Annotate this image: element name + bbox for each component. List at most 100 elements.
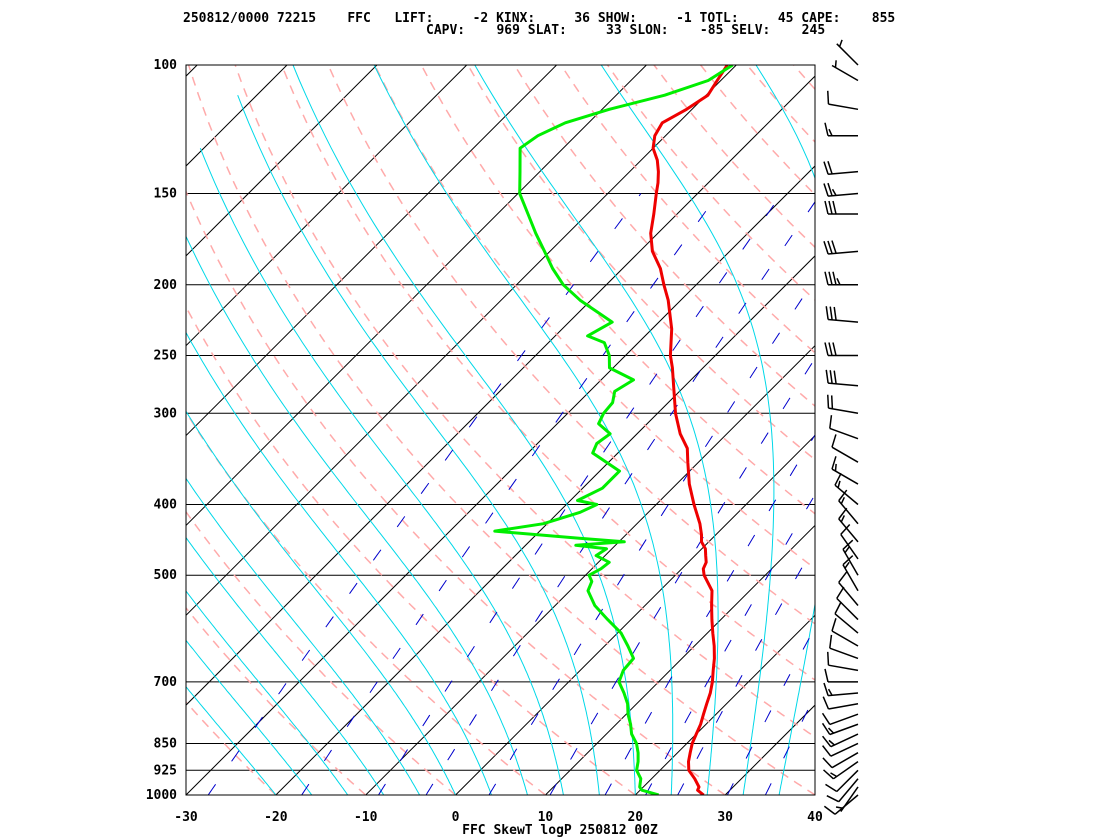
barb-shaft — [840, 533, 859, 560]
barb-shaft — [842, 548, 859, 576]
temperature-tick-label: 40 — [807, 810, 823, 825]
barb-feather — [833, 306, 837, 321]
barb-feather — [838, 507, 848, 520]
wind-barb — [829, 415, 859, 440]
temperature-axis: -30 -20 -10 0 10 20 30 40 — [174, 810, 823, 825]
dry-adiabat — [653, 65, 815, 249]
barb-shaft — [828, 407, 859, 415]
wind-barb — [827, 394, 859, 415]
barb-feather — [825, 306, 829, 320]
dry-adiabat — [420, 65, 815, 515]
isotherm-line — [365, 345, 815, 795]
barb-shaft — [828, 664, 859, 672]
barb-feather — [831, 456, 837, 470]
barb-feather — [832, 200, 837, 215]
barb-shaft — [828, 250, 859, 255]
barb-shaft — [838, 582, 859, 606]
dry-adiabat — [186, 606, 367, 795]
barb-shaft — [830, 733, 859, 748]
wind-barb — [836, 39, 859, 66]
wind-barb — [831, 434, 859, 463]
barb-feather — [828, 342, 833, 356]
barb-feather — [823, 805, 836, 815]
barb-feather — [828, 200, 833, 215]
barb-feather — [834, 463, 837, 472]
barb-shaft — [831, 468, 859, 485]
isotherm-line — [545, 524, 815, 795]
dry-adiabat — [186, 410, 546, 795]
moist-adiabat — [851, 65, 1033, 795]
dry-adiabat — [187, 65, 815, 795]
moist-adiabat — [186, 590, 349, 795]
wind-barb — [821, 712, 859, 726]
header-line-1: 250812/0000 72215 FFC LIFT: -2 KINX: 36 … — [183, 11, 895, 26]
barb-feather — [821, 712, 831, 725]
barb-feather — [827, 394, 830, 409]
mixing-ratio-line — [207, 193, 642, 795]
mixing-ratio-line — [378, 193, 783, 795]
barb-feather — [823, 769, 834, 780]
plot-frame — [185, 64, 816, 796]
barb-feather — [827, 727, 835, 734]
isotherm-line — [186, 65, 288, 167]
barb-shaft — [840, 786, 859, 812]
barb-feather — [823, 183, 829, 197]
isotherm-line — [634, 614, 815, 795]
temperature-tick-label: 30 — [717, 810, 733, 825]
barb-feather — [832, 342, 837, 356]
barb-shaft — [836, 769, 859, 793]
wind-barb — [825, 769, 859, 793]
barb-feather — [822, 757, 833, 769]
moist-adiabat — [186, 536, 385, 795]
barb-feather — [829, 634, 833, 649]
barb-feather — [824, 668, 829, 683]
wind-barb — [834, 472, 859, 506]
dry-adiabat — [327, 65, 815, 625]
isotherm-line — [186, 75, 815, 706]
wind-barb — [824, 122, 858, 137]
wind-barb — [835, 786, 859, 812]
dry-adiabat — [700, 65, 815, 196]
wind-barb — [824, 342, 858, 357]
barb-feather — [827, 688, 833, 696]
barb-feather — [842, 555, 854, 566]
barb-feather — [840, 515, 846, 523]
pressure-tick-label: 1000 — [146, 788, 177, 803]
wind-barb — [822, 696, 859, 710]
barb-feather — [829, 306, 833, 320]
barb-shaft — [829, 427, 859, 440]
pressure-tick-label: 300 — [154, 406, 178, 421]
mixing-ratio-line — [301, 193, 719, 795]
mixing-ratio-line — [425, 201, 815, 795]
dry-adiabat — [234, 65, 815, 738]
wind-barb — [838, 489, 859, 525]
barb-feather — [844, 546, 850, 554]
wind-barb — [840, 523, 859, 560]
barb-feather — [827, 240, 833, 254]
wind-barb — [829, 634, 859, 660]
barb-feather — [822, 696, 830, 710]
isotherm-line — [814, 794, 815, 795]
mixing-ratio-line — [604, 433, 815, 795]
barb-shaft — [831, 630, 859, 647]
barb-feather — [831, 434, 837, 448]
pressure-axis: 100 150 200 250 300 400 500 700 850 925 1000 — [146, 58, 177, 803]
mixing-ratio-line — [488, 278, 815, 795]
wind-barbs — [821, 39, 859, 815]
barb-shaft — [828, 703, 859, 710]
isotherm-line — [186, 65, 468, 347]
wind-barb — [836, 586, 859, 621]
wind-barb — [826, 778, 859, 803]
wind-barb — [831, 60, 859, 82]
barb-feather — [831, 240, 837, 254]
moist-adiabat — [373, 65, 674, 795]
wind-barb — [823, 161, 859, 176]
barb-shaft — [828, 170, 859, 176]
barb-feather — [824, 342, 829, 356]
barb-shaft — [834, 613, 859, 634]
barb-feather — [828, 271, 833, 285]
dry-adiabat — [560, 65, 815, 354]
barb-feather — [834, 601, 842, 615]
temperature-tick-label: -30 — [174, 810, 198, 825]
barb-feather — [840, 523, 851, 535]
